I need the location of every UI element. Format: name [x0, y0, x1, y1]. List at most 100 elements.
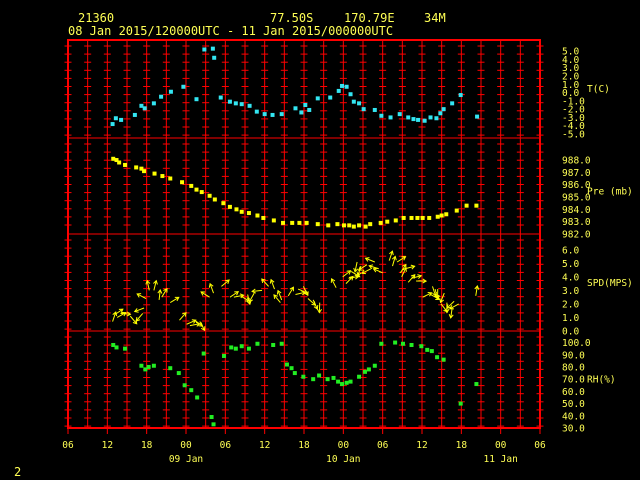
- wind-arrow: [357, 265, 362, 276]
- data-point-rh: [222, 353, 227, 358]
- data-point-rh: [139, 363, 144, 368]
- data-point-rh: [301, 374, 306, 379]
- wind-arrow-head: [448, 314, 454, 319]
- data-point-pres: [385, 219, 390, 224]
- station-elevation: 34M: [424, 11, 446, 25]
- y-tick-label-temp: 1.0: [562, 80, 579, 91]
- data-point-temp: [132, 112, 137, 117]
- x-tick-label: 06: [220, 440, 232, 451]
- data-point-pres: [123, 162, 128, 167]
- wind-arrow: [134, 307, 145, 313]
- wind-arrow-head: [153, 279, 158, 285]
- wind-arrow: [170, 296, 180, 304]
- data-point-temp: [202, 47, 207, 52]
- data-point-pres: [234, 207, 239, 212]
- wind-arrow-head: [246, 300, 252, 306]
- wind-arrow: [475, 285, 478, 296]
- data-point-pres: [160, 174, 165, 179]
- data-point-pres: [117, 160, 122, 165]
- wind-arrow-head: [135, 316, 141, 322]
- wind-arrow: [252, 289, 263, 292]
- wind-arrow-head: [402, 263, 407, 269]
- data-point-temp: [307, 107, 312, 112]
- wind-arrow: [270, 279, 275, 290]
- data-point-rh: [189, 388, 194, 393]
- data-point-pres: [199, 190, 204, 195]
- wind-arrow-head: [446, 304, 451, 309]
- y-tick-label-temp: 4.0: [562, 55, 579, 66]
- x-tick-label: 12: [416, 440, 427, 451]
- data-point-rh: [271, 342, 276, 347]
- wind-arrow-head: [157, 288, 163, 294]
- data-point-pres: [207, 193, 212, 198]
- data-point-pres: [255, 213, 260, 218]
- data-point-pres: [326, 223, 331, 228]
- wind-arrow-head: [225, 279, 230, 284]
- wind-arrow-head: [121, 311, 127, 317]
- data-point-temp: [348, 92, 353, 97]
- x-tick-label: 00: [180, 440, 192, 451]
- station-latitude: 77.50S: [270, 11, 314, 25]
- data-point-rh: [458, 401, 463, 406]
- wind-arrow-head: [261, 278, 266, 284]
- data-point-temp: [233, 101, 238, 106]
- data-point-temp: [168, 89, 173, 94]
- data-point-rh: [419, 344, 424, 349]
- data-point-rh: [311, 377, 316, 382]
- wind-arrow: [112, 311, 117, 322]
- data-point-pres: [378, 220, 383, 225]
- wind-arrow-head: [273, 294, 278, 299]
- data-point-temp: [293, 106, 298, 111]
- wind-arrow-head: [174, 296, 180, 302]
- wind-arrow: [312, 299, 318, 310]
- data-point-temp: [372, 107, 377, 112]
- wind-arrow: [361, 268, 372, 274]
- wind-arrow-head: [191, 319, 197, 324]
- data-point-temp: [475, 114, 480, 119]
- wind-arrow-head: [410, 264, 416, 270]
- y-tick-label-temp: -5.0: [562, 130, 585, 141]
- wind-arrow: [161, 288, 168, 298]
- data-point-pres: [464, 203, 469, 208]
- data-point-pres: [315, 222, 320, 227]
- wind-arrow-head: [389, 250, 394, 256]
- data-point-rh: [344, 380, 349, 385]
- data-point-rh: [229, 345, 234, 350]
- wind-arrow-head: [133, 308, 139, 313]
- wind-arrow: [146, 280, 150, 291]
- wind-arrow: [273, 294, 281, 303]
- data-point-temp: [262, 112, 267, 117]
- y-tick-label-temp: 5.0: [562, 47, 579, 58]
- wind-arrow: [449, 303, 459, 310]
- wind-arrow: [179, 312, 187, 321]
- y-tick-label-pres: 986.0: [562, 180, 591, 191]
- wind-arrow-head: [402, 266, 407, 272]
- wind-arrow-head: [348, 275, 354, 281]
- panel-label-temp: T(C): [587, 84, 610, 95]
- data-point-rh: [336, 379, 341, 384]
- data-point-pres: [351, 224, 356, 229]
- wind-arrow: [189, 323, 200, 327]
- data-point-rh: [372, 363, 377, 368]
- wind-arrow: [221, 279, 230, 287]
- data-point-rh: [246, 346, 251, 351]
- data-point-pres: [435, 214, 440, 219]
- data-point-temp: [428, 115, 433, 120]
- wind-arrow-head: [182, 311, 187, 317]
- wind-arrow: [129, 315, 138, 325]
- wind-arrow-head: [361, 269, 366, 275]
- data-point-pres: [439, 213, 444, 218]
- data-point-temp: [239, 102, 244, 107]
- station-longitude: 170.79E: [344, 11, 395, 25]
- wind-arrow: [440, 292, 445, 303]
- wind-arrow-head: [276, 289, 282, 295]
- y-tick-label-rh: 40.0: [562, 411, 585, 422]
- data-point-temp: [113, 116, 118, 121]
- page-number: 2: [14, 465, 22, 479]
- data-point-pres: [444, 212, 449, 217]
- data-point-rh: [255, 341, 260, 346]
- y-tick-label-pres: 982.0: [562, 230, 591, 241]
- date-label: 10 Jan: [326, 454, 360, 465]
- data-point-rh: [317, 373, 322, 378]
